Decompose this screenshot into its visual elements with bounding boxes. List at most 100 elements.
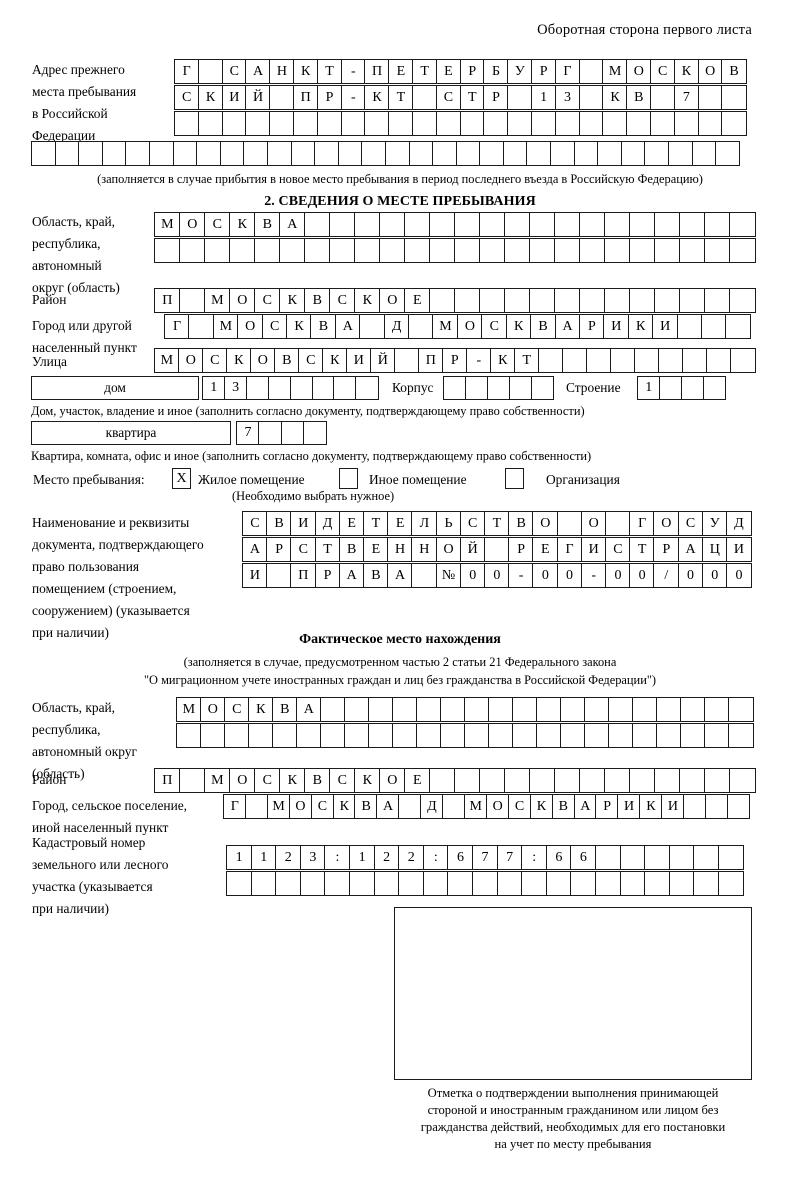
actual-region-row-2-cell-7[interactable] [344,723,370,748]
cadastral-row-1-cell-20[interactable] [717,845,745,870]
previous-address-row-2-cell-7[interactable]: - [340,85,366,110]
document-row-2-cell-15[interactable]: С [605,537,631,562]
actual-city-row-cell-11[interactable]: М [463,794,488,819]
house-number-cells-cell-2[interactable] [245,376,270,400]
document-row-1-cell-13[interactable] [556,511,583,536]
actual-city-row-cell-9[interactable]: Д [420,794,444,819]
section2-region-row-2-cell-3[interactable] [229,238,256,263]
section2-region-row-2-cell-11[interactable] [429,238,456,263]
section2-city-row-cell-2[interactable]: М [212,314,239,339]
previous-address-row-3-cell-16[interactable] [554,111,581,136]
stroenie-cells-cell-0[interactable]: 1 [637,376,661,400]
previous-address-row-4-cell-26[interactable] [644,141,670,166]
section2-district-row-cell-15[interactable] [529,288,556,313]
place-type-option-1-checkbox[interactable] [339,468,358,489]
section2-region-row-1-cell-19[interactable] [629,212,656,237]
document-row-1-cell-15[interactable] [605,511,631,536]
document-row-1-cell-20[interactable]: Д [726,511,752,536]
section2-street-row-cell-24[interactable] [730,348,756,373]
previous-address-row-1-cell-0[interactable]: Г [174,59,200,84]
document-row-2-cell-7[interactable]: Н [411,537,438,562]
actual-region-row-1-cell-12[interactable] [464,697,490,722]
previous-address-row-4-cell-22[interactable] [550,141,576,166]
document-row-2-cell-2[interactable]: С [290,537,317,562]
document-row-3[interactable]: И П Р А В А № 0 0-0 0-0 0/0 0 0 [242,563,752,588]
cadastral-row-2-cell-20[interactable] [717,871,745,896]
section2-district-row-cell-19[interactable] [629,288,656,313]
section2-city-row-cell-3[interactable]: О [237,314,264,339]
previous-address-row-4-cell-5[interactable] [148,141,175,166]
korpus-cells-cell-3[interactable] [508,376,533,400]
previous-address-row-1-cell-6[interactable]: Т [316,59,343,84]
cadastral-row-2-cell-5[interactable] [348,871,376,896]
flat-number-cells[interactable]: 7 [236,421,328,445]
actual-region-row-2-cell-14[interactable] [512,723,538,748]
flat-number-cells-cell-3[interactable] [303,421,328,445]
section2-street-row-cell-13[interactable]: - [466,348,492,373]
section2-city-row-cell-13[interactable]: С [481,314,508,339]
section2-district-row-cell-0[interactable]: П [154,288,181,313]
document-row-1-cell-4[interactable]: Е [338,511,365,536]
previous-address-row-3-cell-17[interactable] [578,111,604,136]
previous-address-row-1-cell-16[interactable]: Г [554,59,581,84]
actual-district-row-cell-3[interactable]: О [229,768,256,793]
section2-city-row-cell-19[interactable]: К [627,314,654,339]
actual-city-row-cell-19[interactable]: К [639,794,663,819]
section2-street-row-cell-15[interactable]: Т [514,348,540,373]
actual-region-row-2-cell-17[interactable] [584,723,610,748]
section2-region-row-2-cell-0[interactable] [154,238,181,263]
document-row-3-cell-17[interactable]: / [653,563,680,588]
actual-region-row-2-cell-18[interactable] [608,723,634,748]
cadastral-row-1-cell-7[interactable]: 2 [398,845,425,870]
previous-address-row-4-cell-11[interactable] [290,141,316,166]
actual-region-row-1-cell-17[interactable] [584,697,610,722]
section2-street-row-cell-5[interactable]: В [274,348,300,373]
section2-district-row-cell-6[interactable]: В [304,288,331,313]
document-row-2-cell-10[interactable] [484,537,510,562]
document-row-3-cell-15[interactable]: 0 [605,563,631,588]
document-row-2-cell-4[interactable]: В [338,537,365,562]
actual-region-row-2-cell-12[interactable] [464,723,490,748]
previous-address-row-3-cell-6[interactable] [316,111,343,136]
section2-city-row-cell-23[interactable] [725,314,752,339]
stroenie-cells[interactable]: 1 [637,376,727,400]
previous-address-row-4-cell-2[interactable] [78,141,104,166]
section2-district-row-cell-23[interactable] [729,288,756,313]
document-row-3-cell-12[interactable]: 0 [532,563,559,588]
section2-region-row-1-cell-7[interactable] [329,212,356,237]
house-number-cells-cell-6[interactable] [333,376,357,400]
cadastral-row-2-cell-2[interactable] [275,871,302,896]
previous-address-row-2-cell-12[interactable]: Т [459,85,485,110]
actual-district-row-cell-14[interactable] [504,768,531,793]
section2-city-row-cell-0[interactable]: Г [164,314,190,339]
previous-address-row-1-cell-20[interactable]: С [649,59,676,84]
section2-region-row-1-cell-16[interactable] [554,212,581,237]
flat-number-cells-cell-1[interactable] [258,421,283,445]
section2-street-row-cell-19[interactable] [610,348,636,373]
section2-region-row-1-cell-1[interactable]: О [179,212,206,237]
actual-region-row-1-cell-10[interactable] [416,697,442,722]
flat-number-cells-cell-0[interactable]: 7 [236,421,260,445]
previous-address-row-2-cell-10[interactable] [411,85,438,110]
actual-region-row-1-cell-2[interactable]: С [224,697,250,722]
house-number-cells-cell-5[interactable] [311,376,336,400]
section2-city-row-cell-6[interactable]: В [310,314,337,339]
korpus-cells-cell-0[interactable] [443,376,467,400]
cadastral-row-1-cell-9[interactable]: 6 [447,845,474,870]
section2-region-row-1-cell-23[interactable] [729,212,756,237]
cadastral-row-1-cell-17[interactable] [644,845,671,870]
section2-city-row-cell-1[interactable] [188,314,215,339]
section2-city-row-cell-9[interactable]: Д [383,314,410,339]
previous-address-row-3-cell-21[interactable] [673,111,700,136]
document-row-3-cell-2[interactable]: П [290,563,317,588]
document-row-3-cell-4[interactable]: А [338,563,365,588]
cadastral-row-2-cell-7[interactable] [398,871,425,896]
actual-district-row-cell-13[interactable] [479,768,506,793]
previous-address-row-4-cell-18[interactable] [455,141,481,166]
section2-city-row-cell-5[interactable]: К [286,314,313,339]
